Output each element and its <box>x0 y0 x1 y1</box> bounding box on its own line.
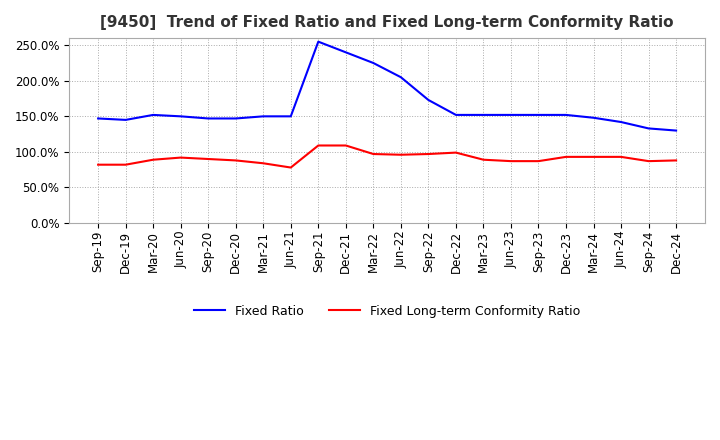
Fixed Ratio <box>617 119 626 125</box>
Fixed Ratio <box>176 114 185 119</box>
Fixed Long-term Conformity Ratio <box>149 157 158 162</box>
Fixed Ratio <box>204 116 212 121</box>
Fixed Long-term Conformity Ratio <box>589 154 598 160</box>
Line: Fixed Long-term Conformity Ratio: Fixed Long-term Conformity Ratio <box>98 146 676 168</box>
Fixed Ratio <box>341 50 350 55</box>
Fixed Ratio <box>259 114 268 119</box>
Fixed Long-term Conformity Ratio <box>94 162 102 167</box>
Fixed Ratio <box>672 128 680 133</box>
Fixed Long-term Conformity Ratio <box>644 158 653 164</box>
Fixed Ratio <box>534 112 543 117</box>
Title: [9450]  Trend of Fixed Ratio and Fixed Long-term Conformity Ratio: [9450] Trend of Fixed Ratio and Fixed Lo… <box>100 15 674 30</box>
Fixed Long-term Conformity Ratio <box>562 154 570 160</box>
Fixed Ratio <box>424 97 433 103</box>
Fixed Ratio <box>479 112 487 117</box>
Fixed Ratio <box>644 126 653 131</box>
Line: Fixed Ratio: Fixed Ratio <box>98 42 676 131</box>
Fixed Long-term Conformity Ratio <box>534 158 543 164</box>
Fixed Ratio <box>451 112 460 117</box>
Fixed Ratio <box>507 112 516 117</box>
Fixed Long-term Conformity Ratio <box>672 158 680 163</box>
Fixed Long-term Conformity Ratio <box>451 150 460 155</box>
Fixed Long-term Conformity Ratio <box>176 155 185 160</box>
Fixed Ratio <box>314 39 323 44</box>
Fixed Ratio <box>149 112 158 117</box>
Fixed Long-term Conformity Ratio <box>397 152 405 158</box>
Fixed Long-term Conformity Ratio <box>424 151 433 157</box>
Fixed Long-term Conformity Ratio <box>341 143 350 148</box>
Fixed Long-term Conformity Ratio <box>259 161 268 166</box>
Fixed Long-term Conformity Ratio <box>369 151 378 157</box>
Fixed Long-term Conformity Ratio <box>479 157 487 162</box>
Fixed Ratio <box>287 114 295 119</box>
Legend: Fixed Ratio, Fixed Long-term Conformity Ratio: Fixed Ratio, Fixed Long-term Conformity … <box>189 300 585 323</box>
Fixed Ratio <box>231 116 240 121</box>
Fixed Long-term Conformity Ratio <box>617 154 626 160</box>
Fixed Long-term Conformity Ratio <box>122 162 130 167</box>
Fixed Long-term Conformity Ratio <box>314 143 323 148</box>
Fixed Ratio <box>562 112 570 117</box>
Fixed Ratio <box>122 117 130 122</box>
Fixed Ratio <box>369 60 378 66</box>
Fixed Ratio <box>397 75 405 80</box>
Fixed Long-term Conformity Ratio <box>287 165 295 170</box>
Fixed Ratio <box>589 115 598 121</box>
Fixed Long-term Conformity Ratio <box>507 158 516 164</box>
Fixed Long-term Conformity Ratio <box>204 156 212 161</box>
Fixed Long-term Conformity Ratio <box>231 158 240 163</box>
Fixed Ratio <box>94 116 102 121</box>
